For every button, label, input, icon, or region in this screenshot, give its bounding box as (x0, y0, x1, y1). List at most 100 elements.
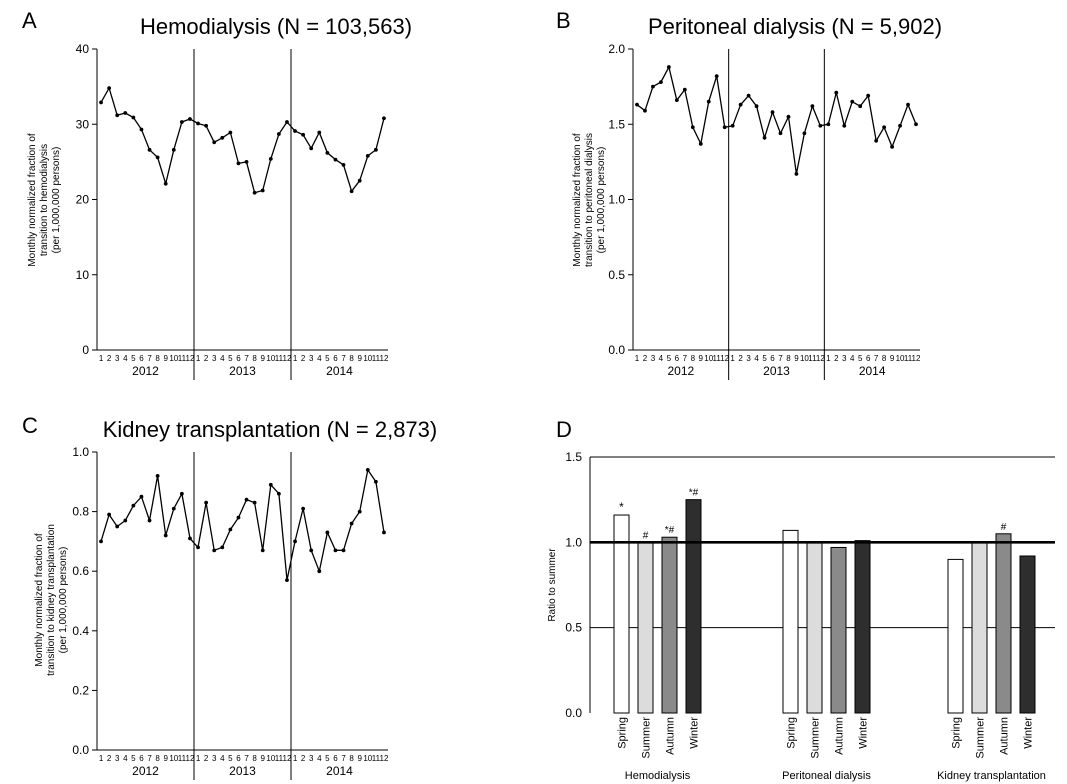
x-tick-label: 11 (808, 354, 817, 363)
x-tick-label: 9 (357, 754, 362, 763)
data-point (196, 545, 200, 550)
x-tick-label: 12 (186, 354, 195, 363)
data-point (309, 548, 314, 553)
year-label: 2012 (667, 364, 694, 378)
data-point (770, 110, 775, 115)
y-tick-label: 0.4 (72, 624, 89, 638)
data-point (220, 545, 225, 550)
x-tick-label: 3 (115, 354, 120, 363)
year-label: 2012 (132, 764, 159, 778)
season-label: Autumn (834, 717, 846, 755)
data-point (212, 548, 217, 553)
x-tick-label: 9 (260, 354, 265, 363)
x-tick-label: 4 (123, 754, 128, 763)
x-tick-label: 7 (341, 754, 346, 763)
x-tick-label: 4 (850, 354, 855, 363)
data-point (858, 104, 863, 109)
x-tick-label: 12 (912, 354, 921, 363)
x-tick-label: 9 (699, 354, 704, 363)
x-tick-label: 8 (155, 354, 160, 363)
x-tick-label: 5 (858, 354, 863, 363)
x-tick-label: 7 (244, 354, 249, 363)
x-tick-label: 4 (317, 754, 322, 763)
x-tick-label: 10 (169, 354, 178, 363)
data-point (244, 159, 249, 164)
data-point (293, 129, 297, 133)
x-tick-label: 10 (169, 754, 178, 763)
data-point (682, 87, 687, 92)
x-tick-label: 3 (212, 754, 217, 763)
year-label: 2014 (859, 364, 886, 378)
season-label: Autumn (999, 717, 1011, 755)
data-point (906, 102, 910, 107)
data-point (674, 98, 679, 103)
data-point (115, 524, 120, 529)
y-tick-label: 20 (76, 193, 90, 207)
x-tick-label: 8 (691, 354, 696, 363)
x-tick-label: 10 (266, 754, 275, 763)
x-tick-label: 3 (309, 754, 314, 763)
x-tick-label: 4 (123, 354, 128, 363)
x-tick-label: 9 (260, 754, 265, 763)
season-label: Spring (951, 717, 963, 749)
x-tick-label: 1 (293, 754, 298, 763)
year-label: 2014 (326, 764, 353, 778)
season-label: Summer (810, 717, 822, 759)
x-tick-label: 5 (228, 754, 233, 763)
data-point (341, 162, 346, 167)
bar (685, 499, 702, 714)
season-label: Spring (617, 717, 629, 749)
x-tick-label: 2 (301, 354, 306, 363)
data-point (204, 123, 209, 128)
data-point (171, 147, 176, 152)
x-tick-label: 2 (107, 354, 112, 363)
data-point (301, 506, 306, 511)
data-point (107, 512, 112, 517)
x-tick-label: 12 (283, 354, 292, 363)
y-tick-label: 0 (82, 343, 89, 357)
x-tick-label: 3 (746, 354, 751, 363)
x-tick-label: 11 (372, 354, 381, 363)
data-point (333, 157, 338, 162)
season-label: Summer (641, 717, 653, 759)
season-label: Winter (1023, 717, 1035, 749)
data-point (333, 548, 338, 553)
year-label: 2013 (229, 764, 256, 778)
x-tick-label: 1 (635, 354, 640, 363)
x-tick-label: 1 (99, 754, 104, 763)
data-point (850, 99, 855, 104)
x-tick-label: 5 (762, 354, 767, 363)
data-point (834, 90, 839, 95)
x-tick-label: 9 (794, 354, 799, 363)
x-tick-label: 2 (834, 354, 839, 363)
data-point (171, 506, 176, 511)
data-point (252, 190, 257, 195)
x-tick-label: 11 (372, 754, 381, 763)
data-point (898, 123, 902, 128)
data-point (341, 548, 346, 553)
y-tick-label: 1.0 (72, 445, 89, 459)
x-tick-label: 11 (904, 354, 913, 363)
x-tick-label: 11 (178, 354, 187, 363)
x-tick-label: 7 (147, 354, 152, 363)
data-point (914, 122, 918, 127)
x-tick-label: 11 (275, 354, 284, 363)
bar (613, 514, 630, 714)
x-tick-label: 6 (139, 354, 144, 363)
x-tick-label: 3 (842, 354, 847, 363)
x-tick-label: 2 (301, 754, 306, 763)
x-tick-label: 2 (204, 354, 209, 363)
data-point (826, 122, 831, 127)
data-point (365, 153, 370, 158)
data-point (842, 123, 847, 128)
y-axis-label-line: Monthly normalized fraction of (34, 533, 45, 667)
x-tick-label: 1 (196, 754, 201, 763)
data-point (179, 491, 184, 496)
group-label: Hemodialysis (625, 770, 691, 782)
x-tick-label: 3 (212, 354, 217, 363)
data-point (373, 147, 378, 152)
x-tick-label: 4 (220, 354, 225, 363)
y-tick-label: 1.0 (565, 535, 582, 549)
y-tick-label: 1.5 (608, 117, 625, 131)
